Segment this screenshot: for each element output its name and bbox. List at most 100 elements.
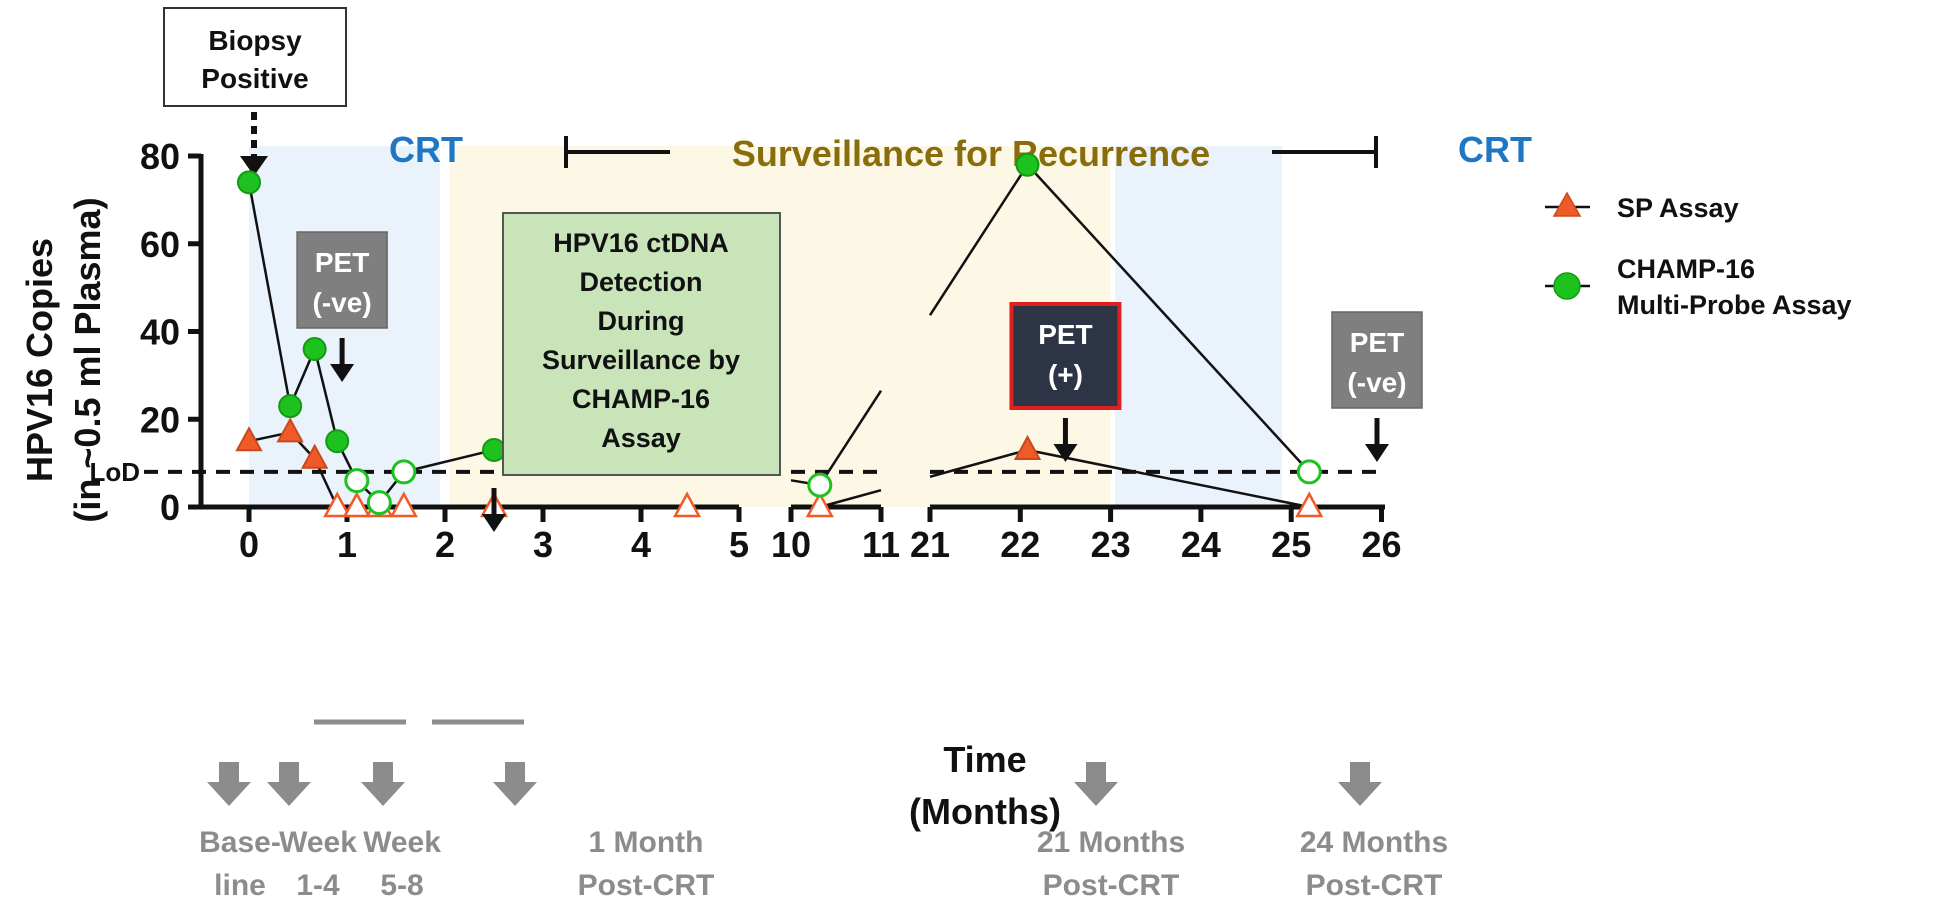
sp-assay-point <box>276 417 304 443</box>
y-tick-label: 0 <box>160 487 180 528</box>
sp-assay-point <box>323 491 352 518</box>
lod-line: LoD <box>89 457 1385 487</box>
biopsy-annotation: Biopsy Positive <box>163 7 347 176</box>
biopsy-line2: Positive <box>201 63 308 94</box>
pet-result: (-ve) <box>313 287 372 318</box>
biopsy-line1: Biopsy <box>208 25 302 56</box>
x-tick-label: 25 <box>1271 524 1311 565</box>
x-tick-label: 4 <box>631 524 651 565</box>
champ16-point <box>325 429 350 454</box>
biopsy-arrow-icon <box>240 156 268 176</box>
arrow-down-icon <box>1053 444 1078 462</box>
y-axis-label-2: (in ~0.5 ml Plasma) <box>67 197 108 522</box>
timepoint-label: Base- <box>199 826 281 859</box>
crt-region-right <box>1115 146 1283 507</box>
note-line4: Surveillance by <box>542 345 740 375</box>
note-line1: HPV16 ctDNA <box>553 228 729 258</box>
timepoint-label: Week <box>363 826 441 859</box>
y-tick-label: 60 <box>140 224 180 265</box>
note-line3: During <box>598 306 685 336</box>
x-axis-label-1: Time <box>943 739 1026 780</box>
thick-arrow-down-icon <box>1338 762 1382 806</box>
arrow-down-icon <box>1364 444 1389 462</box>
thick-arrow-down-icon <box>493 762 537 806</box>
x-tick-label: 22 <box>1000 524 1040 565</box>
arrow-down-icon <box>482 514 506 532</box>
series-line-segment <box>403 448 495 474</box>
y-tick-label: 80 <box>140 136 180 177</box>
legend-circle-icon <box>1553 272 1581 300</box>
champ16-point <box>302 337 327 362</box>
y-tick-label: 20 <box>140 399 180 440</box>
surveillance-bracket: Surveillance for Recurrence <box>564 133 1378 174</box>
series-line-segment <box>313 348 339 442</box>
x-tick-label: 23 <box>1091 524 1131 565</box>
arrow-down-icon <box>330 364 355 382</box>
series-line-segment <box>247 182 292 407</box>
champ16-point <box>1015 152 1040 177</box>
x-tick-label: 5 <box>729 524 749 565</box>
y-tick-label: 40 <box>140 312 180 353</box>
legend-sp-label: SP Assay <box>1617 193 1739 223</box>
sp-assay-point <box>1013 434 1042 460</box>
pet-label: PET <box>1350 327 1404 358</box>
champ16-point <box>482 437 506 462</box>
champ16-point <box>344 468 370 494</box>
timepoint-sublabel: Post-CRT <box>1306 869 1443 902</box>
timepoint-labels: Base-line Week 1-4 Week 5-8 1 Month Post-CRT 21… <box>199 762 1448 902</box>
x-tick-label: 0 <box>239 524 259 565</box>
legend-champ-label-1: CHAMP-16 <box>1617 254 1755 284</box>
series-line-segment <box>1027 448 1310 509</box>
thick-arrow-down-icon <box>267 762 311 806</box>
thick-arrow-down-icon <box>207 762 251 806</box>
pet-result: (+) <box>1048 359 1083 390</box>
sp-assay-point <box>672 491 702 518</box>
timepoint-label: 21 Months <box>1037 826 1185 859</box>
pet-annotations: PET(-ve)PET(-ve)PET(+)PET(-ve) <box>296 231 1423 532</box>
thick-arrow-down-icon <box>1074 762 1118 806</box>
crt-label-left: CRT <box>389 129 463 170</box>
sp-assay-point <box>1295 491 1324 518</box>
x-tick-label: 26 <box>1361 524 1401 565</box>
pet-box <box>1331 311 1423 409</box>
x-tick-label: 21 <box>910 524 950 565</box>
timepoint-sublabel: Post-CRT <box>1043 869 1180 902</box>
timepoint-label: Week <box>279 826 357 859</box>
champ16-point <box>366 490 392 516</box>
pet-box <box>1009 302 1122 410</box>
pet-result: (-ve) <box>1347 367 1406 398</box>
sp-assay-point <box>235 426 263 452</box>
timepoint-sublabel: 1-4 <box>296 869 340 902</box>
series-line-segment <box>1026 163 1311 473</box>
note-line2: Detection <box>579 267 702 297</box>
crt-label-right: CRT <box>1458 129 1532 170</box>
sp-assay-point <box>300 443 329 469</box>
x-tick-label: 2 <box>435 524 455 565</box>
series-line-segment <box>818 390 883 486</box>
y-axis-label-1: HPV16 Copies <box>19 238 60 482</box>
champ16-point <box>1296 459 1322 485</box>
x-tick-label: 11 <box>862 524 900 565</box>
sp-assay-point <box>389 491 418 518</box>
champ16-point <box>807 472 833 498</box>
series-line-segment <box>819 488 882 509</box>
champ16-point <box>237 170 261 195</box>
sp-assay-point <box>342 491 371 518</box>
pet-label: PET <box>1038 319 1092 350</box>
note-line6: Assay <box>601 423 681 453</box>
note-line5: CHAMP-16 <box>572 384 710 414</box>
series-line-segment <box>928 164 1029 316</box>
series-line-segment <box>929 448 1028 478</box>
timepoint-label: 24 Months <box>1300 826 1448 859</box>
timepoint-sublabel: line <box>214 869 266 902</box>
ctdna-detection-note: HPV16 ctDNA Detection During Surveillanc… <box>502 212 781 476</box>
timepoint-label: 1 Month <box>589 826 704 859</box>
champ16-point <box>278 394 303 419</box>
x-tick-label: 1 <box>337 524 357 565</box>
legend-triangle-icon <box>1552 191 1582 217</box>
sp-assay-point <box>805 491 834 518</box>
surveillance-label: Surveillance for Recurrence <box>732 133 1210 174</box>
thick-arrow-down-icon <box>361 762 405 806</box>
x-tick-label: 10 <box>771 524 811 565</box>
